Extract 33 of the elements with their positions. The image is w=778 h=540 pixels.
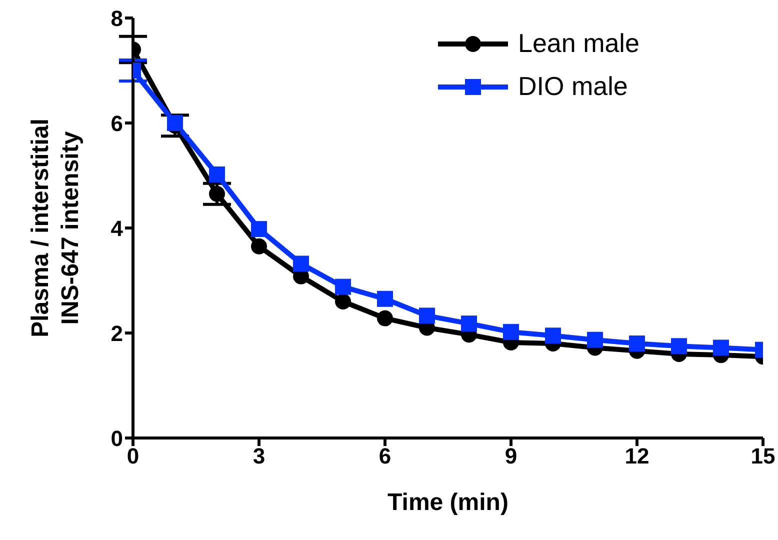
x-axis-title: Time (min): [388, 489, 508, 516]
point: [335, 278, 351, 295]
y-tick-label: 4: [110, 216, 124, 241]
x-tick-label: 9: [504, 444, 518, 469]
legend-label: Lean male: [518, 28, 640, 59]
point: [251, 221, 267, 238]
point: [587, 332, 603, 348]
point: [461, 316, 477, 332]
y-tick-label: 8: [110, 6, 123, 31]
point: [671, 338, 687, 354]
point: [209, 166, 225, 182]
x-tick-label: 12: [624, 444, 650, 469]
point: [251, 238, 267, 254]
point: [419, 308, 435, 324]
y-tick-label: 6: [110, 110, 123, 136]
y-axis-title: Plasma / interstitial INS-647 intensity: [27, 118, 84, 338]
point: [377, 310, 393, 326]
point: [293, 256, 309, 272]
x-tick-label: 0: [126, 444, 140, 469]
point: [209, 186, 225, 202]
x-tick-label: 15: [750, 444, 776, 469]
y-tick-label: 2: [110, 320, 123, 346]
point: [335, 294, 351, 310]
point: [377, 290, 393, 307]
point: [713, 340, 729, 356]
point: [629, 336, 645, 352]
x-tick-label: 3: [252, 444, 266, 469]
x-tick-label: 6: [378, 444, 392, 469]
point: [545, 328, 561, 344]
point: [167, 115, 183, 131]
legend-label: DIO male: [518, 71, 628, 102]
y-tick-label: 0: [110, 426, 123, 451]
point: [503, 324, 519, 340]
